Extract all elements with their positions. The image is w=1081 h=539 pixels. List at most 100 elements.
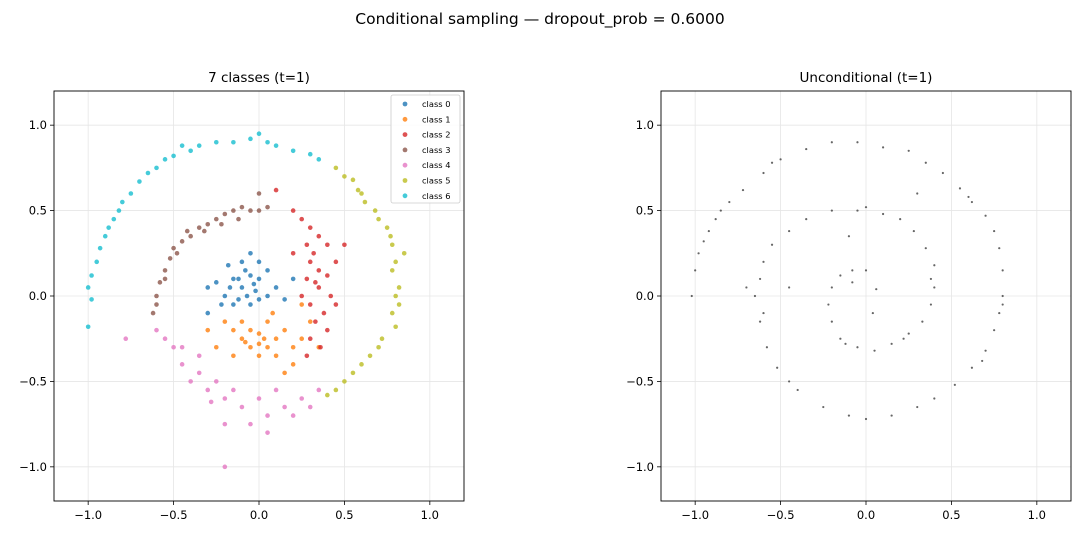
data-point	[342, 242, 347, 248]
data-point	[313, 319, 318, 324]
data-point	[316, 268, 322, 273]
data-point	[389, 242, 395, 248]
data-point	[256, 331, 262, 336]
legend-marker	[402, 132, 408, 138]
x-tick-label: 1.0	[1028, 508, 1046, 522]
data-point	[231, 139, 236, 145]
data-point	[770, 243, 774, 246]
data-point	[256, 208, 262, 213]
data-point	[299, 293, 305, 299]
data-point	[222, 211, 228, 217]
data-point	[304, 242, 310, 248]
data-point	[350, 370, 356, 376]
legend-label: class 6	[422, 191, 451, 201]
data-point	[325, 242, 330, 248]
data-point	[325, 273, 330, 278]
y-tick-label: −1.0	[19, 460, 47, 474]
data-point	[290, 250, 296, 256]
data-point	[239, 204, 245, 210]
axes-title: 7 classes (t=1)	[208, 70, 310, 86]
series-unconditional	[690, 141, 1004, 421]
data-point	[111, 216, 117, 222]
data-point	[273, 353, 279, 359]
data-point	[307, 319, 313, 324]
axes-frame	[53, 90, 465, 502]
data-point	[290, 148, 296, 154]
data-point	[758, 320, 762, 323]
data-point	[213, 216, 219, 222]
data-point	[171, 344, 176, 350]
data-point	[265, 204, 270, 210]
data-point	[222, 396, 228, 401]
data-point	[273, 387, 279, 393]
data-point	[239, 319, 245, 324]
data-point	[299, 336, 305, 342]
data-point	[328, 293, 334, 299]
data-point	[157, 280, 163, 285]
data-point	[244, 293, 250, 299]
data-point	[967, 195, 970, 199]
data-point	[864, 417, 868, 421]
x-tick-label: 1.0	[421, 508, 439, 522]
data-point	[273, 285, 279, 290]
data-point	[265, 344, 270, 350]
data-point	[120, 199, 125, 205]
data-point	[844, 342, 847, 345]
data-point	[376, 344, 381, 350]
data-point	[993, 329, 996, 332]
data-point	[174, 250, 180, 256]
data-point	[231, 302, 236, 307]
data-point	[256, 353, 262, 359]
data-point	[762, 171, 765, 175]
data-point	[154, 327, 159, 333]
data-point	[839, 274, 842, 277]
data-point	[299, 216, 305, 222]
data-point	[102, 233, 108, 239]
data-point	[376, 216, 381, 222]
data-point	[921, 320, 924, 323]
data-point	[256, 297, 262, 302]
data-point	[318, 344, 323, 350]
data-point	[282, 370, 287, 376]
data-point	[196, 370, 202, 376]
data-point	[205, 285, 211, 290]
data-point	[359, 191, 364, 196]
data-point	[282, 327, 287, 333]
data-point	[162, 268, 168, 273]
data-point	[265, 319, 270, 324]
data-point	[890, 414, 893, 417]
legend-marker	[402, 116, 408, 122]
data-point	[871, 311, 874, 315]
data-point	[239, 285, 245, 290]
series-class-6	[85, 131, 322, 330]
data-point	[912, 229, 915, 233]
data-point	[316, 233, 322, 239]
data-point	[393, 293, 398, 299]
data-point	[145, 170, 151, 176]
data-point	[248, 344, 253, 350]
data-point	[256, 131, 262, 137]
data-point	[389, 310, 395, 316]
data-point	[788, 229, 791, 233]
data-point	[714, 218, 717, 221]
data-point	[367, 353, 373, 359]
data-point	[150, 310, 156, 316]
data-point	[342, 174, 347, 179]
data-point	[864, 206, 868, 209]
data-point	[316, 285, 322, 290]
data-point	[856, 141, 859, 144]
series-class-5	[325, 165, 407, 398]
series-class-4	[123, 327, 322, 470]
data-point	[162, 157, 168, 162]
data-point	[85, 324, 91, 330]
legend-label: class 4	[422, 160, 451, 170]
data-point	[290, 362, 296, 367]
data-point	[388, 233, 393, 239]
axes-unconditional: −1.0 −0.5 0.0 0.5 1.0 −1.0 −0.5 0.0 0.5 1.0 Uncond…	[626, 70, 1072, 522]
data-point	[342, 379, 347, 384]
data-point	[184, 228, 190, 234]
data-point	[256, 396, 262, 401]
data-point	[236, 216, 241, 222]
data-point	[325, 392, 330, 398]
data-point	[321, 310, 327, 316]
